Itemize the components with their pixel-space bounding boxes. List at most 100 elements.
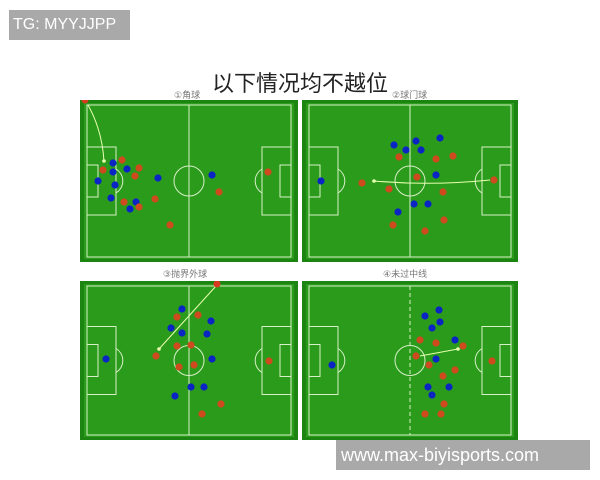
blue-player: [432, 355, 440, 363]
penalty-arc-left: [337, 348, 346, 373]
red-player: [217, 400, 225, 408]
red-player: [413, 173, 421, 181]
red-player: [395, 153, 403, 161]
ball-path-arrow-head: [372, 179, 376, 183]
pitch-corner-kick: [80, 100, 298, 262]
blue-player: [432, 171, 440, 179]
red-player: [459, 342, 467, 350]
red-player: [135, 203, 143, 211]
ball-path-arrow-head: [157, 347, 161, 351]
red-player: [151, 195, 159, 203]
blue-player: [436, 318, 444, 326]
pitch-own-half: [302, 281, 518, 440]
red-player: [166, 221, 174, 229]
penalty-arc-left: [115, 168, 124, 194]
penalty-arc-right: [254, 348, 263, 373]
center-circle: [394, 345, 426, 376]
blue-player: [402, 146, 410, 154]
red-player: [358, 179, 366, 187]
penalty-arc-right: [254, 168, 263, 194]
red-player: [412, 352, 420, 360]
red-player: [488, 357, 496, 365]
red-player: [389, 221, 397, 229]
blue-player: [208, 171, 216, 179]
blue-player: [412, 137, 420, 145]
blue-player: [94, 177, 102, 185]
blue-player: [171, 392, 179, 400]
panel-label-throw-in: ③抛界外球: [163, 270, 208, 280]
red-player: [439, 372, 447, 380]
page-title: 以下情况均不越位: [211, 72, 388, 97]
red-player: [118, 156, 126, 164]
ball-path-arrow: [87, 104, 105, 162]
red-player: [190, 361, 198, 369]
center-circle: [394, 165, 426, 197]
blue-player: [178, 329, 186, 337]
red-player: [173, 313, 181, 321]
penalty-arc-left: [337, 168, 346, 194]
red-player: [385, 185, 393, 193]
ball-path-arrow: [373, 179, 491, 184]
ball-path-arrow: [419, 348, 459, 357]
blue-player: [126, 205, 134, 213]
red-player: [152, 352, 160, 360]
blue-player: [424, 200, 432, 208]
goal-box-left: [308, 344, 321, 377]
blue-player: [107, 194, 115, 202]
blue-player: [109, 168, 117, 176]
blue-player: [200, 383, 208, 391]
pitch-throw-in: [80, 281, 298, 440]
ball-path-arrow-head: [102, 159, 106, 163]
pitch-goal-kick: [302, 100, 518, 262]
blue-player: [123, 165, 131, 173]
watermark-top: TG: MYYJJPP: [9, 10, 130, 40]
goal-box-left: [86, 344, 99, 377]
blue-player: [167, 324, 175, 332]
panel-label-own-half: ④未过中线: [383, 270, 428, 280]
blue-player: [187, 383, 195, 391]
red-player: [439, 188, 447, 196]
penalty-arc-right: [474, 348, 483, 373]
blue-player: [435, 306, 443, 314]
panel-label-corner-kick: ①角球: [174, 91, 201, 101]
red-player: [265, 357, 273, 365]
red-player: [425, 361, 433, 369]
red-player: [135, 164, 143, 172]
blue-player: [109, 159, 117, 167]
goal-box-right: [279, 164, 292, 198]
ball-start: [81, 100, 89, 104]
goal-box-right: [499, 164, 512, 198]
red-player: [173, 342, 181, 350]
red-player: [432, 339, 440, 347]
red-player: [416, 336, 424, 344]
ball-path-arrow-head: [456, 347, 460, 351]
red-player: [187, 341, 195, 349]
blue-player: [421, 312, 429, 320]
ball-path-arrow: [158, 285, 217, 350]
red-player: [198, 410, 206, 418]
blue-player: [394, 208, 402, 216]
red-player: [449, 152, 457, 160]
blue-player: [436, 134, 444, 142]
blue-player: [317, 177, 325, 185]
blue-player: [203, 330, 211, 338]
red-player: [194, 311, 202, 319]
blue-player: [154, 174, 162, 182]
red-player: [437, 410, 445, 418]
red-player: [440, 216, 448, 224]
blue-player: [111, 181, 119, 189]
red-player: [99, 166, 107, 174]
red-player: [421, 227, 429, 235]
blue-player: [428, 391, 436, 399]
red-player: [120, 198, 128, 206]
goal-box-right: [279, 344, 292, 377]
red-player: [421, 410, 429, 418]
red-player: [440, 400, 448, 408]
blue-player: [417, 146, 425, 154]
center-circle: [173, 165, 205, 197]
blue-player: [178, 305, 186, 313]
blue-player: [410, 200, 418, 208]
blue-player: [207, 317, 215, 325]
ball-start: [213, 281, 221, 288]
red-player: [264, 168, 272, 176]
